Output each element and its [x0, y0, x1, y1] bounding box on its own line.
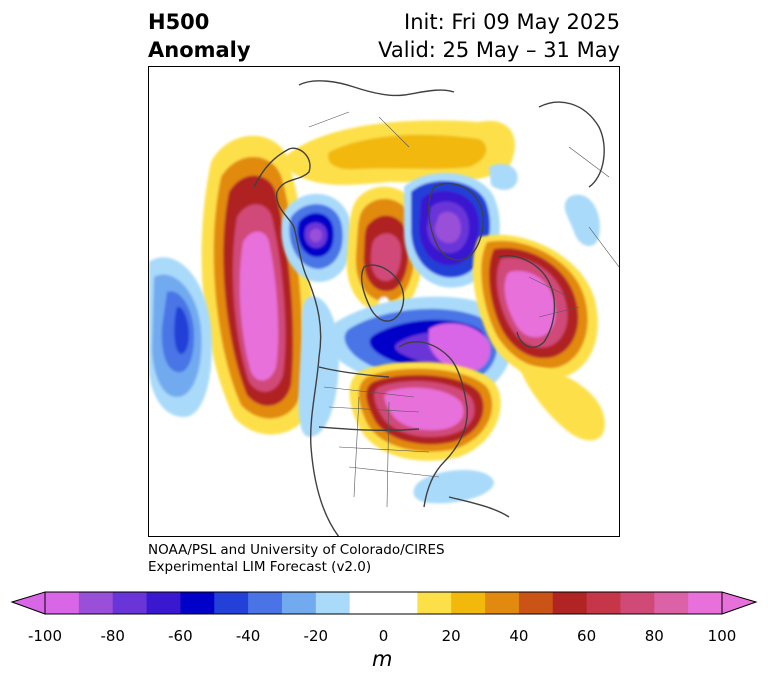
anomaly-map: [149, 80, 619, 536]
colorbar-segment: [45, 592, 80, 614]
colorbar-tick-label: 40: [509, 627, 529, 645]
colorbar-tick-label: 20: [441, 627, 461, 645]
atlantic-positive-yellow: [519, 366, 605, 441]
colorbar-segment: [112, 592, 148, 614]
map-panel: [148, 66, 620, 537]
colorbar-segment: [688, 592, 723, 614]
title-variable: H500: [148, 10, 210, 34]
coastlines: [253, 80, 605, 536]
colorbar-tick-label: -100: [27, 627, 63, 645]
colorbar-tick-label: -80: [100, 627, 125, 645]
colorbar-tick-label: 0: [378, 627, 389, 645]
colorbar-tick-label: 80: [644, 627, 664, 645]
colorbar-segment: [281, 592, 317, 614]
colorbar-segment: [180, 592, 215, 614]
colorbar-segment: [518, 592, 554, 614]
colorbar-segment: [417, 592, 452, 614]
alaska-negative: [281, 193, 353, 282]
title-type: Anomaly: [148, 38, 251, 62]
colorbar-segment: [349, 592, 384, 614]
colorbar-segment: [214, 592, 249, 614]
credit-text: NOAA/PSL and University of Colorado/CIRE…: [148, 542, 445, 576]
colorbar-segment: [620, 592, 655, 614]
colorbar-tick-label: 60: [577, 627, 597, 645]
colorbar-tick-label: 100: [707, 627, 737, 645]
colorbar-tick-label: -20: [303, 627, 329, 645]
valid-range: Valid: 25 May – 31 May: [378, 38, 620, 62]
colorbar-segment: [654, 592, 689, 614]
credit-line-1: NOAA/PSL and University of Colorado/CIRE…: [148, 542, 445, 558]
colorbar: [10, 591, 758, 615]
title-left: H500 Anomaly: [148, 8, 251, 64]
colorbar-outline: [44, 591, 723, 615]
colorbar-segment: [586, 592, 621, 614]
borders: [308, 111, 619, 508]
europe-positive: [472, 234, 598, 379]
colorbar-unit: m: [372, 647, 393, 671]
pacific-ridge-positive: [201, 135, 315, 435]
colorbar-segment: [248, 592, 283, 614]
colorbar-tick-label: -40: [235, 627, 261, 645]
central-pacific-negative: [149, 257, 212, 417]
colorbar-ticks: -100 -80 -60 -40 -20 0 20 40 60 80 100: [0, 627, 768, 647]
init-date: Init: Fri 09 May 2025: [404, 10, 620, 34]
arctic-positive-belt: [279, 120, 515, 185]
colorbar-tick-label: -60: [168, 627, 193, 645]
colorbar-right-arrow: [721, 591, 758, 615]
east-america-positive: [349, 361, 501, 461]
credit-line-2: Experimental LIM Forecast (v2.0): [148, 559, 372, 575]
colorbar-segment: [146, 592, 181, 614]
title-right: Init: Fri 09 May 2025 Valid: 25 May – 31…: [378, 8, 620, 64]
colorbar-segments: [45, 592, 723, 614]
colorbar-segment: [485, 592, 520, 614]
colorbar-left-arrow: [10, 591, 46, 615]
colorbar-segment: [451, 592, 486, 614]
colorbar-segment: [552, 592, 588, 614]
colorbar-segment: [78, 592, 114, 614]
colorbar-segment: [315, 592, 351, 614]
colorbar-segment: [383, 592, 418, 614]
